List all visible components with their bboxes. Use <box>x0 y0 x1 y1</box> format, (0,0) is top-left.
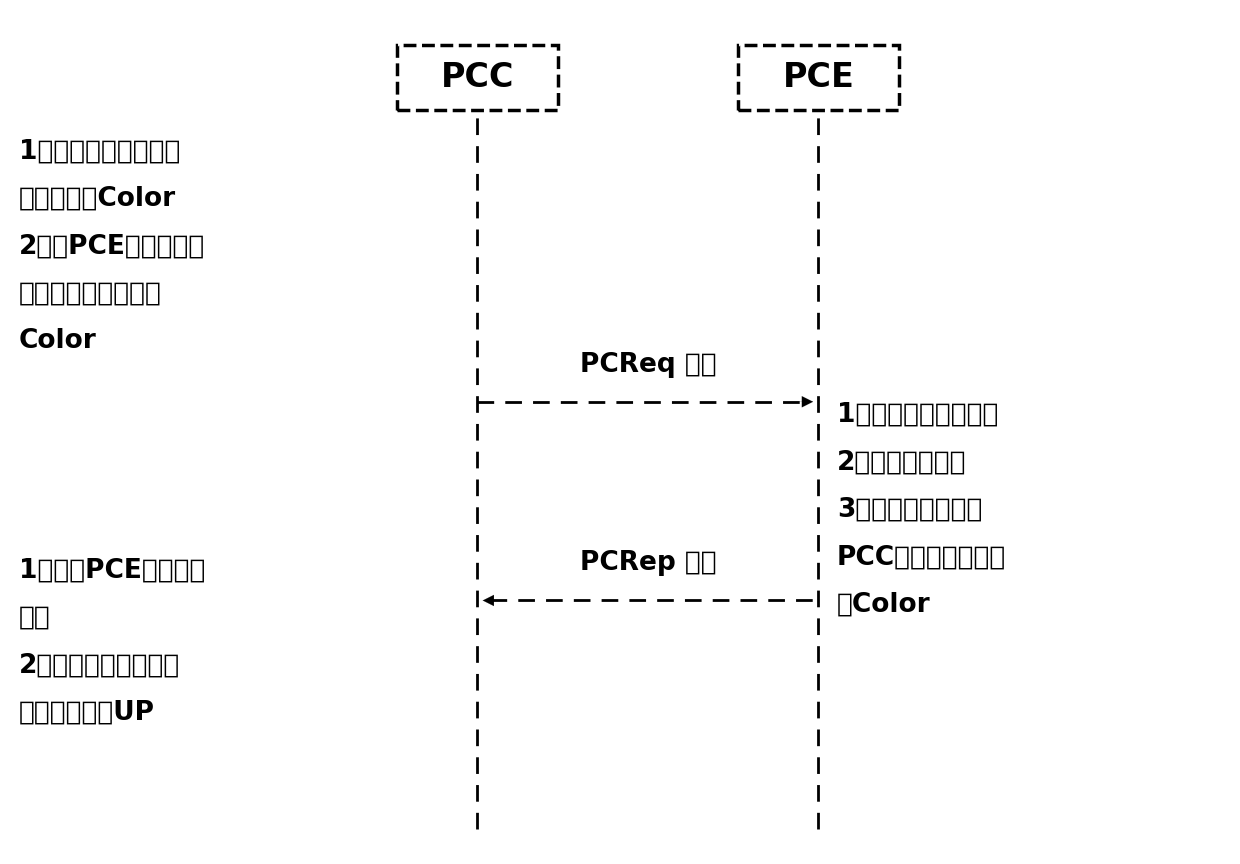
Text: 转发表，隧道UP: 转发表，隧道UP <box>19 700 155 726</box>
Text: 信息: 信息 <box>19 605 51 631</box>
Text: Color: Color <box>19 328 97 354</box>
FancyBboxPatch shape <box>738 46 899 111</box>
Text: PCC，回应消息也携: PCC，回应消息也携 <box>837 544 1006 570</box>
Text: 算请求，请求中携带: 算请求，请求中携带 <box>19 281 161 307</box>
Text: 2）向PCE发送路径计: 2）向PCE发送路径计 <box>19 233 205 259</box>
Text: 1）收到路径请求消息: 1）收到路径请求消息 <box>837 402 998 428</box>
Text: PCE: PCE <box>782 61 854 94</box>
Text: 1）收到私网路由，解: 1）收到私网路由，解 <box>19 138 180 164</box>
Text: PCReq 消息: PCReq 消息 <box>579 352 717 378</box>
Text: 析下一跳和Color: 析下一跳和Color <box>19 186 176 212</box>
Text: 带Color: 带Color <box>837 592 931 618</box>
Text: 2）把路径整合下发给: 2）把路径整合下发给 <box>19 652 180 678</box>
Text: PCC: PCC <box>440 61 515 94</box>
Text: 1）收到PCE回复路径: 1）收到PCE回复路径 <box>19 557 205 583</box>
Text: PCRep 消息: PCRep 消息 <box>579 550 717 576</box>
Text: 2）路径计算成功: 2）路径计算成功 <box>837 449 966 475</box>
Text: 3）路径信息发送给: 3）路径信息发送给 <box>837 497 982 523</box>
FancyBboxPatch shape <box>397 46 558 111</box>
